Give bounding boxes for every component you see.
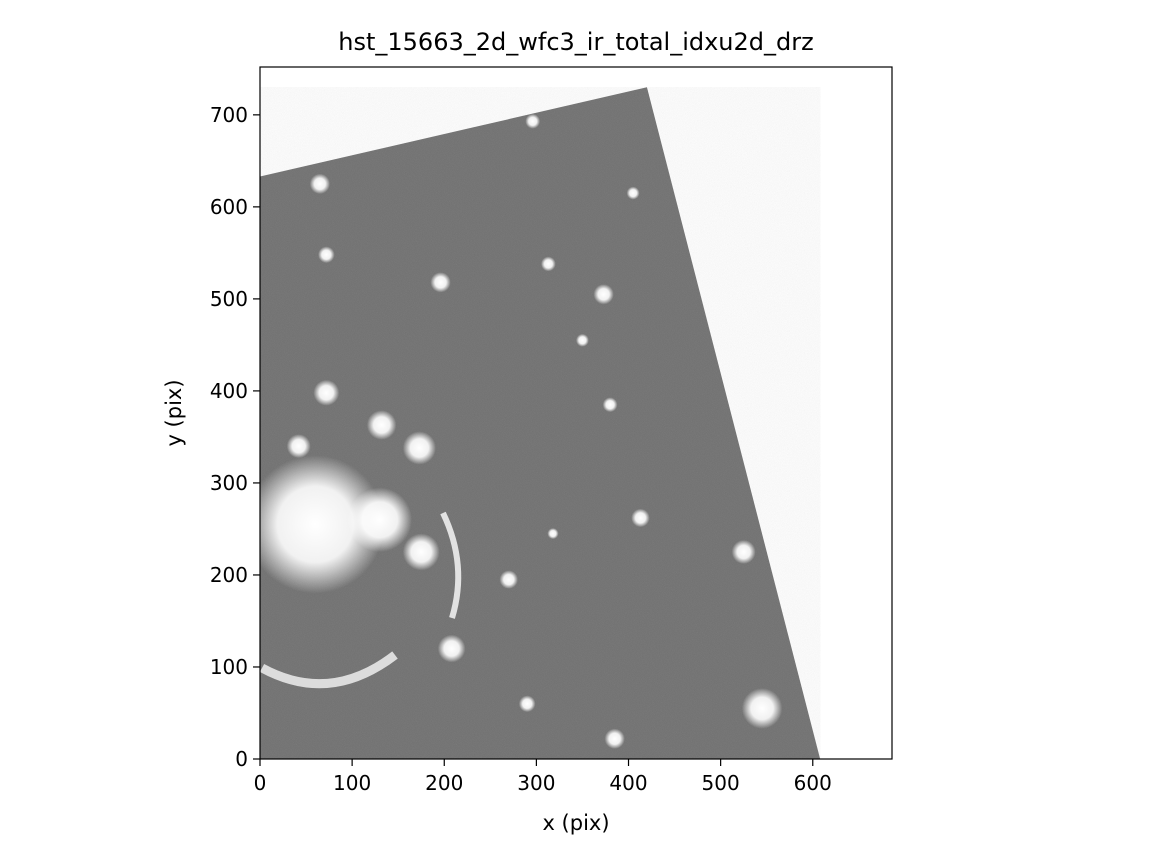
galaxy-source (525, 113, 541, 129)
galaxy-source (626, 186, 640, 200)
y-axis-ticks: 0 100 200 300 400 500 600 700 (210, 103, 260, 771)
saturated-star (741, 688, 783, 729)
y-tick-label: 700 (210, 103, 248, 127)
galaxy-source (430, 272, 451, 293)
y-tick-label: 400 (210, 379, 248, 403)
y-axis-label: y (pix) (162, 379, 186, 446)
x-tick-label: 0 (254, 771, 267, 795)
x-axis-label: x (pix) (542, 811, 609, 835)
galaxy-source (260, 455, 385, 594)
galaxy-source (437, 634, 466, 663)
galaxy-source (286, 434, 311, 459)
y-tick-label: 300 (210, 471, 248, 495)
galaxy-source (593, 284, 614, 305)
sources-layer (260, 113, 783, 749)
y-tick-label: 100 (210, 655, 248, 679)
x-tick-label: 300 (517, 771, 555, 795)
y-tick-label: 500 (210, 287, 248, 311)
galaxy-source (631, 508, 650, 528)
galaxy-source (604, 728, 625, 749)
galaxy-source (402, 431, 436, 465)
image-panel (260, 67, 892, 759)
galaxy-source (499, 570, 518, 589)
galaxy-source (576, 333, 589, 347)
galaxy-source (313, 379, 340, 406)
x-axis-ticks: 0 100 200 300 400 500 600 (254, 759, 832, 795)
galaxy-source (309, 173, 331, 195)
gravitational-arc-2 (440, 511, 462, 619)
galaxy-source (318, 246, 335, 264)
y-tick-label: 0 (235, 747, 248, 771)
y-tick-label: 200 (210, 563, 248, 587)
y-tick-label: 600 (210, 195, 248, 219)
galaxy-source (347, 487, 413, 552)
x-tick-label: 400 (609, 771, 647, 795)
galaxy-source (540, 256, 556, 272)
gravitational-arc (260, 651, 398, 689)
x-tick-label: 200 (425, 771, 463, 795)
x-tick-label: 500 (702, 771, 740, 795)
galaxy-source (518, 695, 536, 713)
galaxy-source (731, 539, 756, 564)
axes-frame (259, 66, 893, 760)
galaxy-source (547, 528, 559, 540)
galaxy-source (366, 410, 397, 440)
x-tick-label: 100 (333, 771, 371, 795)
galaxy-source (602, 397, 618, 413)
x-tick-label: 600 (794, 771, 832, 795)
galaxy-source (402, 533, 440, 571)
image-noise (260, 87, 821, 759)
figure-title: hst_15663_2d_wfc3_ir_total_idxu2d_drz (338, 28, 813, 56)
